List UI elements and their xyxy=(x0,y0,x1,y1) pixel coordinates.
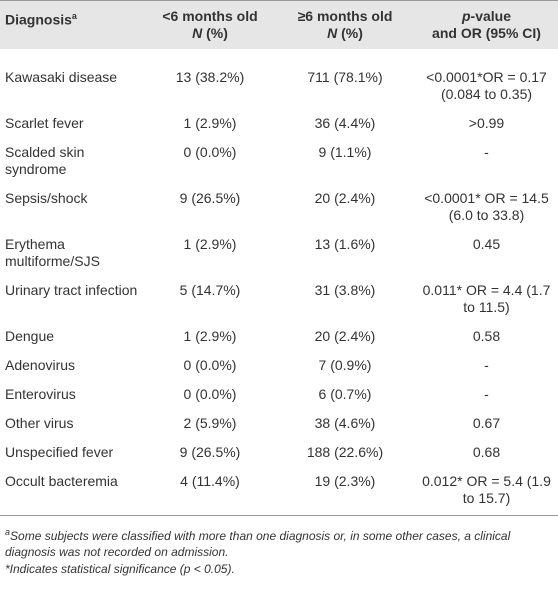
table-cell: 0.012* OR = 5.4 (1.9 to 15.7) xyxy=(422,473,551,506)
table-row: Adenovirus 0 (0.0%) 7 (0.9%) - xyxy=(0,351,558,380)
header-cell: ≥6 months old N (%) xyxy=(275,0,415,49)
table-cell: 0 (0.0%) xyxy=(183,357,237,373)
header-n: N xyxy=(192,25,203,41)
header-subtext: and OR (95% CI) xyxy=(432,25,541,41)
table-cell: Sepsis/shock xyxy=(5,190,88,206)
header-text: Diagnosis xyxy=(5,11,72,28)
table-cell: Scarlet fever xyxy=(5,115,84,131)
table-cell: Adenovirus xyxy=(5,357,76,373)
header-text: -value xyxy=(470,8,512,24)
table-cell: - xyxy=(484,357,489,373)
data-table: Diagnosisa <6 months old N (%) ≥6 months ol… xyxy=(0,0,558,516)
header-pct: (%) xyxy=(206,25,228,41)
table-cell: - xyxy=(484,144,489,160)
header-text: <6 months old xyxy=(162,8,258,24)
table-cell: 9 (26.5%) xyxy=(179,190,241,206)
table-cell: 0.68 xyxy=(472,444,501,460)
table-cell: 13 (1.6%) xyxy=(314,236,376,252)
footnote-mark: a xyxy=(71,11,77,21)
table-cell: Erythema multiforme/SJS xyxy=(5,236,100,269)
table-cell: 1 (2.9%) xyxy=(183,328,237,344)
header-row: Diagnosisa <6 months old N (%) ≥6 months ol… xyxy=(0,0,558,49)
table-cell: 2 (5.9%) xyxy=(183,415,237,431)
table-row: Kawasaki disease 13 (38.2%) 711 (78.1%) <0.… xyxy=(0,49,558,109)
footnote: *Indicates statistical significance (p <… xyxy=(5,561,553,577)
table-cell: Enterovirus xyxy=(5,386,76,402)
table-cell: 0 (0.0%) xyxy=(183,144,237,160)
table-body: Kawasaki disease 13 (38.2%) 711 (78.1%) <0.… xyxy=(0,49,558,516)
footnote: aSome subjects were classified with more… xyxy=(5,524,553,560)
header-n: N xyxy=(327,25,338,41)
table-cell: 0.45 xyxy=(472,236,501,252)
table-cell: 36 (4.4%) xyxy=(314,115,376,131)
table-cell: 7 (0.9%) xyxy=(318,357,372,373)
table-cell: 5 (14.7%) xyxy=(179,282,241,298)
footnote-text: Some subjects were classified with more … xyxy=(5,529,511,559)
table-row: Enterovirus 0 (0.0%) 6 (0.7%) - xyxy=(0,380,558,409)
table-cell: Unspecified fever xyxy=(5,444,114,460)
table-cell: Scalded skin syndrome xyxy=(5,144,85,177)
table-cell: 711 (78.1%) xyxy=(307,69,383,85)
header-subtext: N (%) xyxy=(149,25,271,42)
header-cell: p-value and OR (95% CI) xyxy=(415,0,558,49)
table-cell: 19 (2.3%) xyxy=(314,473,376,489)
table-row: Scalded skin syndrome 0 (0.0%) 9 (1.1%) - xyxy=(0,138,558,184)
footnote-text: *Indicates statistical significance (p <… xyxy=(5,562,235,576)
table-row: Scarlet fever 1 (2.9%) 36 (4.4%) >0.99 xyxy=(0,109,558,138)
table-row: Unspecified fever 9 (26.5%) 188 (22.6%) 0.6… xyxy=(0,438,558,467)
table-cell: Occult bacteremia xyxy=(5,473,118,489)
header-subtext: N (%) xyxy=(279,25,411,42)
table-cell: Other virus xyxy=(5,415,74,431)
header-cell: <6 months old N (%) xyxy=(145,0,275,49)
table-row: Urinary tract infection 5 (14.7%) 31 (3.8%… xyxy=(0,276,558,322)
header-pct: (%) xyxy=(341,25,363,41)
header-text: ≥6 months old xyxy=(297,8,393,24)
table-cell: 188 (22.6%) xyxy=(306,444,384,460)
table-row: Other virus 2 (5.9%) 38 (4.6%) 0.67 xyxy=(0,409,558,438)
table-row: Sepsis/shock 9 (26.5%) 20 (2.4%) <0.0001* O… xyxy=(0,184,558,230)
table-cell: >0.99 xyxy=(468,115,505,131)
table-cell: 0.58 xyxy=(472,328,501,344)
table-cell: 38 (4.6%) xyxy=(314,415,376,431)
table-row: Occult bacteremia 4 (11.4%) 19 (2.3%) 0.012… xyxy=(0,467,558,516)
table-cell: 0.011* OR = 4.4 (1.7 to 11.5) xyxy=(422,282,551,315)
header-p: p xyxy=(461,8,471,24)
table-cell: 9 (1.1%) xyxy=(318,144,372,160)
table-cell: 20 (2.4%) xyxy=(314,328,376,344)
table-cell: <0.0001*OR = 0.17 (0.084 to 0.35) xyxy=(426,69,547,102)
table-cell: <0.0001* OR = 14.5 (6.0 to 33.8) xyxy=(424,190,549,223)
footnotes: aSome subjects were classified with more… xyxy=(0,516,558,577)
table-row: Erythema multiforme/SJS 1 (2.9%) 13 (1.6%)… xyxy=(0,230,558,276)
table-cell: 13 (38.2%) xyxy=(175,69,245,85)
table-cell: 0 (0.0%) xyxy=(183,386,237,402)
table-cell: Urinary tract infection xyxy=(5,282,138,298)
table-cell: 20 (2.4%) xyxy=(314,190,376,206)
table-cell: 31 (3.8%) xyxy=(314,282,376,298)
table-cell: 1 (2.9%) xyxy=(183,236,237,252)
table-cell: 1 (2.9%) xyxy=(183,115,237,131)
header-text: p-value xyxy=(419,8,554,25)
table-cell: 4 (11.4%) xyxy=(180,473,240,489)
table-cell: - xyxy=(484,386,489,402)
table-row: Dengue 1 (2.9%) 20 (2.4%) 0.58 xyxy=(0,322,558,351)
table-cell: Kawasaki disease xyxy=(5,69,118,85)
footnote-mark: a xyxy=(5,527,11,537)
table-cell: 9 (26.5%) xyxy=(179,444,241,460)
table-cell: Dengue xyxy=(5,328,55,344)
table-cell: 6 (0.7%) xyxy=(318,386,372,402)
header-cell: Diagnosisa xyxy=(0,0,145,49)
table-cell: 0.67 xyxy=(472,415,501,431)
